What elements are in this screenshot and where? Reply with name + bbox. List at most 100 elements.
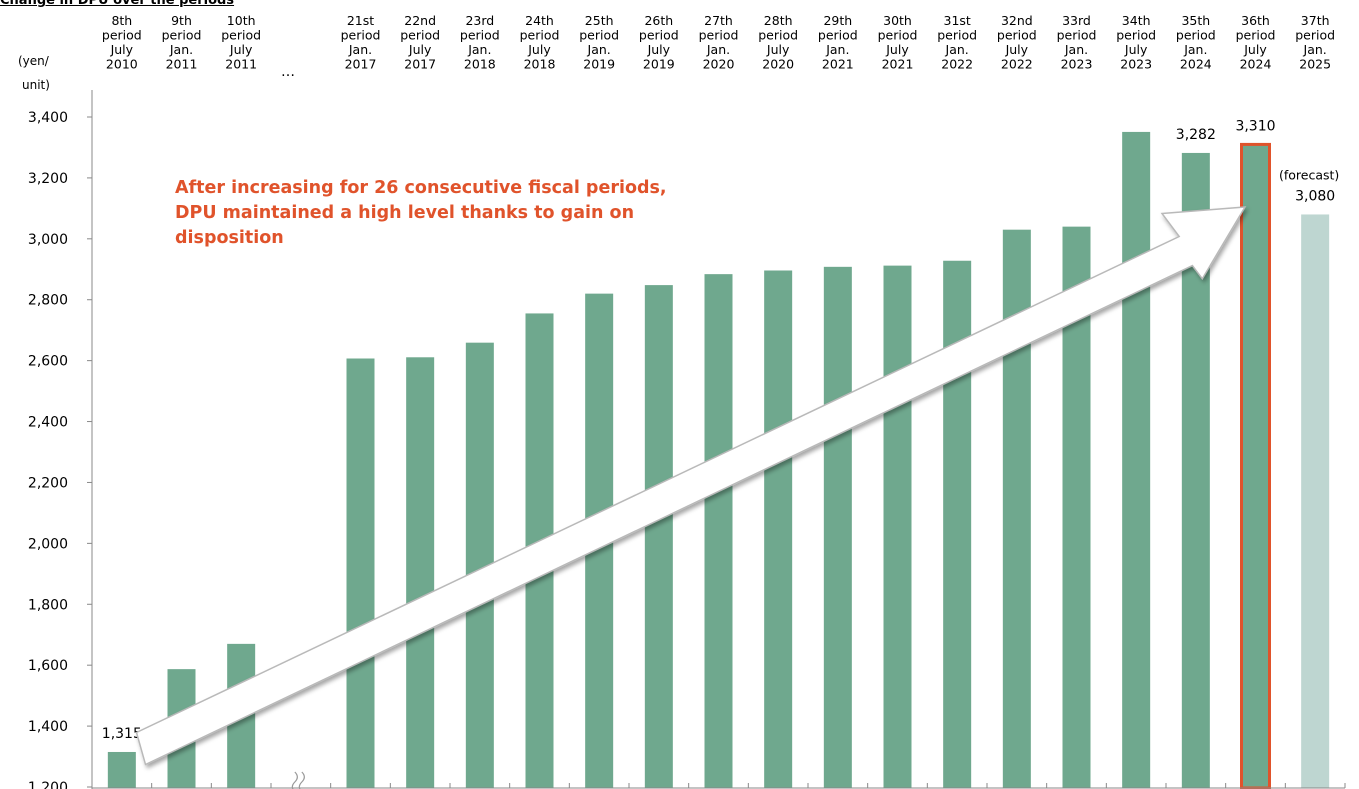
x-category-label: period xyxy=(400,28,440,43)
x-category-label: period xyxy=(1295,28,1335,43)
axis-break-mark xyxy=(291,771,305,789)
x-category-label: 26th xyxy=(644,13,673,28)
x-category-label: July xyxy=(408,42,432,57)
x-category-label: 2024 xyxy=(1180,57,1212,72)
y-unit-label-line2: unit) xyxy=(22,78,50,92)
chart-header: Change in DPU over the periods xyxy=(0,0,235,8)
x-category-label: Jan. xyxy=(706,42,730,57)
y-unit-label-line1: (yen/ xyxy=(18,54,50,68)
x-category-label: 2011 xyxy=(225,57,257,72)
y-tick-label: 1,600 xyxy=(28,658,68,674)
x-category-label: 2023 xyxy=(1120,57,1152,72)
x-category-label: 2024 xyxy=(1240,57,1272,72)
x-category-label: 30th xyxy=(883,13,912,28)
data-label: 1,315 xyxy=(102,726,142,742)
x-category-label: July xyxy=(1243,42,1267,57)
x-category-label: Jan. xyxy=(945,42,969,57)
trend-arrow xyxy=(135,206,1247,766)
x-category-label: 9th xyxy=(171,13,192,28)
trend-arrow-shape xyxy=(135,206,1247,766)
highlighted-bar xyxy=(1240,142,1271,789)
forecast-label: (forecast) xyxy=(1279,167,1339,182)
x-category-label: period xyxy=(162,28,202,43)
x-category-label: 27th xyxy=(704,13,733,28)
x-category-label: 2025 xyxy=(1299,57,1331,72)
x-category-label: period xyxy=(1057,28,1097,43)
x-category-label: Jan. xyxy=(467,42,491,57)
x-category-label: Jan. xyxy=(169,42,193,57)
x-category-label: period xyxy=(221,28,261,43)
x-category-label: 2021 xyxy=(882,57,914,72)
x-category-label: period xyxy=(639,28,679,43)
x-category-label: 2018 xyxy=(464,57,496,72)
x-category-label: 28th xyxy=(764,13,793,28)
x-category-label: 32nd xyxy=(1001,13,1033,28)
x-category-label: 35th xyxy=(1181,13,1210,28)
annotation-line-3: disposition xyxy=(175,228,284,248)
bar xyxy=(107,751,136,788)
data-label: 3,310 xyxy=(1235,118,1275,134)
y-tick-label: 2,600 xyxy=(28,354,68,370)
y-tick-label: 3,400 xyxy=(28,110,68,126)
x-category-label: Jan. xyxy=(1303,42,1327,57)
x-category-label: period xyxy=(579,28,619,43)
x-category-label: 2017 xyxy=(345,57,377,72)
x-category-label: period xyxy=(937,28,977,43)
annotation-line-2: DPU maintained a high level thanks to ga… xyxy=(175,203,635,223)
y-tick-label: 2,800 xyxy=(28,293,68,309)
x-category-label: Jan. xyxy=(825,42,849,57)
x-category-label: 2022 xyxy=(941,57,973,72)
x-category-label: 2018 xyxy=(524,57,556,72)
axis-break-ellipsis: … xyxy=(281,64,295,80)
x-category-label: 2019 xyxy=(643,57,675,72)
x-category-label: 22nd xyxy=(404,13,436,28)
bar xyxy=(644,285,673,788)
x-category-label: July xyxy=(1124,42,1148,57)
x-category-label: period xyxy=(878,28,918,43)
x-category-label: 2017 xyxy=(404,57,436,72)
bar xyxy=(883,265,912,789)
annotation-text: After increasing for 26 consecutive fisc… xyxy=(175,176,775,251)
x-category-label: July xyxy=(766,42,790,57)
x-category-label: period xyxy=(997,28,1037,43)
bar xyxy=(1122,131,1151,788)
bar xyxy=(823,266,852,788)
x-category-label: July xyxy=(1005,42,1029,57)
x-category-label: 31st xyxy=(944,13,971,28)
x-category-label: July xyxy=(110,42,134,57)
y-tick-label: 1,200 xyxy=(28,780,68,789)
x-category-label: 2020 xyxy=(703,57,735,72)
x-category-label: Jan. xyxy=(587,42,611,57)
x-category-label: 2023 xyxy=(1061,57,1093,72)
y-tick-label: 1,400 xyxy=(28,719,68,735)
x-category-label: 34th xyxy=(1122,13,1151,28)
y-tick-label: 2,000 xyxy=(28,536,68,552)
y-tick-label: 3,200 xyxy=(28,171,68,187)
x-category-label: 25th xyxy=(585,13,614,28)
x-category-label: July xyxy=(647,42,671,57)
x-category-label: period xyxy=(520,28,560,43)
x-category-label: period xyxy=(341,28,381,43)
x-category-label: 24th xyxy=(525,13,554,28)
x-category-label: 2022 xyxy=(1001,57,1033,72)
x-category-label: 2021 xyxy=(822,57,854,72)
x-category-label: period xyxy=(758,28,798,43)
x-category-label: 36th xyxy=(1241,13,1270,28)
data-label: 3,282 xyxy=(1176,127,1216,143)
x-category-label: 21st xyxy=(347,13,374,28)
bar xyxy=(346,358,375,788)
y-tick-label: 2,200 xyxy=(28,475,68,491)
y-tick-label: 3,000 xyxy=(28,232,68,248)
x-category-label: July xyxy=(527,42,551,57)
y-tick-label: 1,800 xyxy=(28,597,68,613)
x-category-label: 37th xyxy=(1301,13,1330,28)
data-label: 3,080 xyxy=(1295,188,1335,204)
x-category-label: 23rd xyxy=(465,13,494,28)
x-category-label: Jan. xyxy=(1183,42,1207,57)
bar xyxy=(406,357,435,788)
x-category-label: period xyxy=(1236,28,1276,43)
x-category-label: period xyxy=(1116,28,1156,43)
bar xyxy=(764,270,793,788)
forecast-bar xyxy=(1301,214,1330,789)
